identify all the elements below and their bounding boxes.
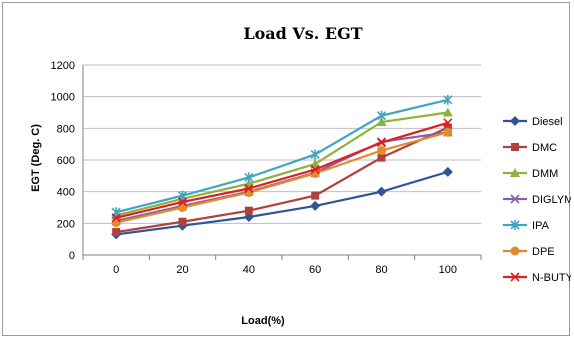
data-point-dmc [178, 217, 187, 226]
legend-marker [511, 143, 519, 151]
x-tick-label: 60 [309, 264, 321, 276]
series-n-butyl [111, 118, 453, 223]
data-point-diesel [376, 186, 387, 197]
data-point-dmc [244, 206, 253, 215]
chart-frame: Load Vs. EGT 0 200 400 600 800 1000 1200 0 20 40 6… [2, 2, 571, 336]
data-point-n-butyl [111, 213, 121, 223]
data-point-n-butyl [244, 183, 254, 194]
series-layer [111, 94, 453, 240]
y-tick-label: 0 [69, 250, 75, 262]
data-point-dmc [311, 191, 320, 200]
data-point-dmm [442, 107, 453, 117]
series-line-n-butyl [115, 121, 449, 219]
legend-marker [510, 116, 520, 126]
y-tick-label: 600 [57, 155, 75, 167]
data-point-ipa [244, 172, 254, 183]
legend-label: DPE [532, 246, 555, 258]
legend-item-dmm: DMM [503, 168, 558, 180]
series-dmc [112, 123, 452, 237]
legend-marker [510, 194, 520, 204]
data-point-ipa [376, 110, 387, 121]
legend-label: DMC [532, 142, 557, 154]
data-point-dpe [111, 218, 121, 228]
data-point-dmc [112, 228, 121, 237]
legend-marker [510, 168, 520, 177]
series-line-diesel [116, 170, 449, 236]
data-point-n-butyl [310, 164, 320, 175]
legend-marker [510, 272, 520, 282]
legend-item-dmc: DMC [503, 142, 557, 154]
x-tick-label: 0 [113, 264, 119, 276]
legend-item-diesel: Diesel [503, 116, 563, 128]
legend-label: IPA [532, 220, 550, 232]
legend-label: DMM [532, 168, 558, 180]
data-point-dpe [443, 127, 453, 137]
y-tick-label: 400 [57, 187, 75, 199]
x-tick-label: 100 [439, 264, 457, 276]
legend-marker [510, 220, 520, 230]
data-point-diesel [442, 166, 453, 177]
y-tick-label: 1200 [51, 60, 75, 72]
line-chart: Load Vs. EGT 0 200 400 600 800 1000 1200 0 20 40 6… [30, 24, 571, 327]
y-tick-label: 1000 [51, 92, 75, 104]
data-point-n-butyl [443, 118, 453, 128]
legend-label: DIGLYME [532, 194, 571, 206]
legend-item-ipa: IPA [503, 220, 550, 232]
legend-item-dpe: DPE [503, 246, 555, 258]
data-point-ipa [310, 149, 320, 160]
data-point-dmm [310, 158, 321, 168]
chart-title: Load Vs. EGT [243, 24, 362, 43]
series-line-dmm [115, 111, 448, 217]
series-line-ipa [115, 98, 449, 214]
gridlines [83, 64, 481, 224]
series-line-dpe [115, 131, 449, 224]
series-line-dmc [115, 126, 449, 234]
data-point-dmm [376, 117, 387, 126]
data-point-n-butyl [177, 197, 188, 207]
x-tick-label: 80 [375, 264, 387, 276]
data-point-dmc [443, 123, 452, 132]
y-tick-label: 800 [57, 123, 75, 135]
data-point-dpe [377, 146, 386, 155]
data-point-n-butyl [376, 138, 387, 148]
x-tick-label: 40 [243, 264, 255, 276]
y-tick-label: 200 [57, 218, 75, 230]
axes: 0 200 400 600 800 1000 1200 0 20 40 60 80 100 [51, 60, 482, 276]
legend-label: Diesel [532, 116, 563, 128]
data-point-ipa [443, 94, 453, 105]
x-tick-label: 20 [176, 264, 188, 276]
legend-marker [510, 246, 520, 256]
data-point-dmc [377, 153, 386, 162]
series-ipa [111, 94, 453, 218]
data-point-diesel [310, 200, 321, 211]
x-axis-title: Load(%) [241, 315, 285, 327]
y-axis-title: EGT (Deg. C) [30, 124, 42, 192]
legend-item-diglyme: DIGLYME [503, 194, 571, 206]
